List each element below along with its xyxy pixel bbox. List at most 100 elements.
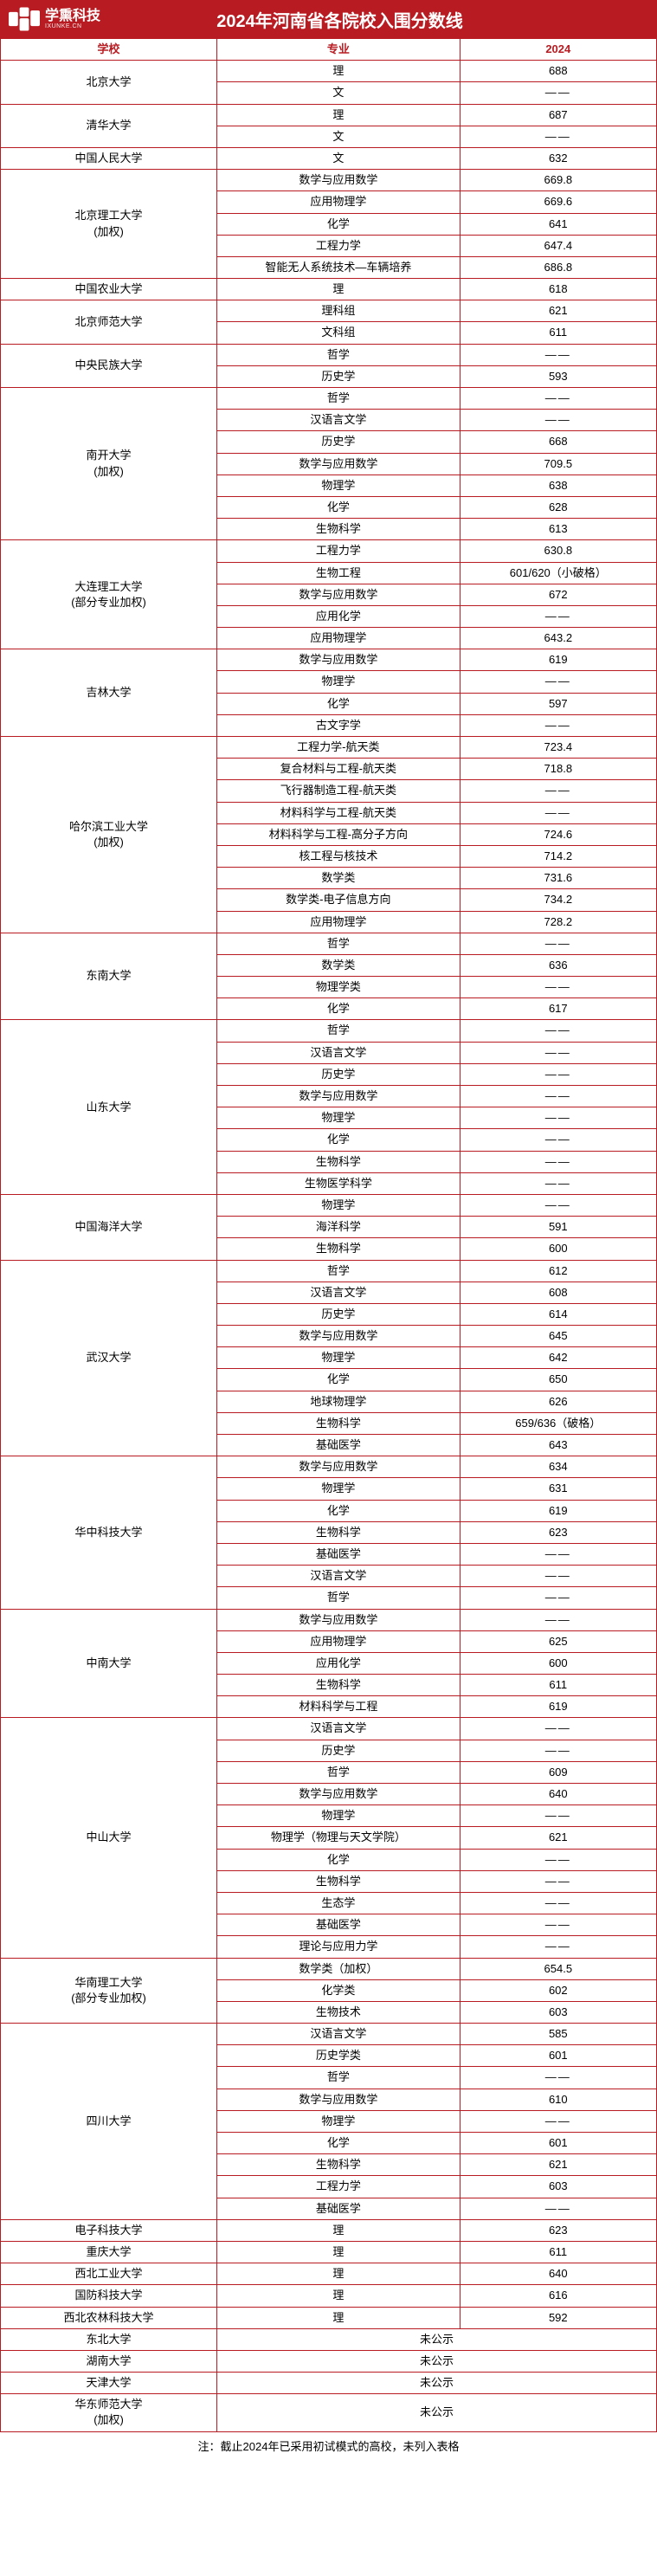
- major-cell: 数学与应用数学: [217, 1326, 460, 1347]
- major-cell: 古文字学: [217, 714, 460, 736]
- table-row: 中山大学汉语言文学——: [1, 1718, 657, 1740]
- score-cell: 731.6: [460, 868, 656, 889]
- major-cell: 应用物理学: [217, 1630, 460, 1652]
- score-cell: 621: [460, 2154, 656, 2176]
- score-cell: 616: [460, 2285, 656, 2307]
- school-cell: 吉林大学: [1, 649, 217, 737]
- table-row: 重庆大学理611: [1, 2241, 657, 2263]
- score-cell: 640: [460, 1784, 656, 1805]
- score-cell: 619: [460, 1696, 656, 1718]
- major-cell: 物理学: [217, 1107, 460, 1129]
- score-cell: 592: [460, 2307, 656, 2328]
- score-cell: ——: [460, 1129, 656, 1151]
- major-cell: 数学与应用数学: [217, 1784, 460, 1805]
- table-row: 南开大学(加权)哲学——: [1, 388, 657, 410]
- score-cell: ——: [460, 1718, 656, 1740]
- major-cell: 工程力学: [217, 235, 460, 256]
- score-cell: 610: [460, 2089, 656, 2110]
- score-cell: 634: [460, 1456, 656, 1478]
- major-cell: 哲学: [217, 1587, 460, 1609]
- score-cell: 669.8: [460, 170, 656, 191]
- score-cell: ——: [460, 714, 656, 736]
- score-cell: 650: [460, 1369, 656, 1391]
- score-cell: 643.2: [460, 628, 656, 649]
- score-cell: 614: [460, 1303, 656, 1325]
- score-cell: ——: [460, 1805, 656, 1827]
- major-cell: 生物科学: [217, 1870, 460, 1892]
- school-cell: 华东师范大学(加权): [1, 2394, 217, 2431]
- major-cell: 物理学: [217, 1478, 460, 1500]
- table-row: 华南理工大学(部分专业加权)数学类（加权）654.5: [1, 1958, 657, 1979]
- major-cell: 化学: [217, 496, 460, 518]
- score-cell: 714.2: [460, 845, 656, 867]
- major-cell: 化学: [217, 1129, 460, 1151]
- table-row: 北京师范大学理科组621: [1, 300, 657, 322]
- brand-logo: 学熏科技 IXUNKE.CN: [9, 7, 100, 31]
- major-cell: 复合材料与工程-航天类: [217, 759, 460, 780]
- score-cell: 626: [460, 1391, 656, 1412]
- score-cell: ——: [460, 671, 656, 693]
- brand-icon: [9, 7, 40, 31]
- major-cell: 化学: [217, 1500, 460, 1521]
- score-cell: 728.2: [460, 911, 656, 933]
- major-cell: 化学: [217, 998, 460, 1020]
- score-cell: 654.5: [460, 1958, 656, 1979]
- score-cell: 600: [460, 1238, 656, 1260]
- table-row: 吉林大学数学与应用数学619: [1, 649, 657, 671]
- major-cell: 化学类: [217, 1979, 460, 2001]
- score-cell: 611: [460, 1675, 656, 1696]
- table-row: 清华大学理687: [1, 104, 657, 126]
- score-cell: ——: [460, 1107, 656, 1129]
- school-cell: 东南大学: [1, 933, 217, 1020]
- major-cell: 物理学（物理与天文学院）: [217, 1827, 460, 1849]
- score-cell: ——: [460, 977, 656, 998]
- school-cell: 电子科技大学: [1, 2219, 217, 2241]
- table-row: 北京理工大学(加权)数学与应用数学669.8: [1, 170, 657, 191]
- school-cell: 国防科技大学: [1, 2285, 217, 2307]
- score-cell: 601: [460, 2133, 656, 2154]
- major-cell: 生物科学: [217, 2154, 460, 2176]
- score-cell: ——: [460, 1566, 656, 1587]
- major-cell: 材料科学与工程-航天类: [217, 802, 460, 823]
- score-cell: ——: [460, 1740, 656, 1761]
- score-cell: 718.8: [460, 759, 656, 780]
- major-cell: 历史学: [217, 1063, 460, 1085]
- major-cell: 数学与应用数学: [217, 649, 460, 671]
- score-cell: ——: [460, 1870, 656, 1892]
- score-cell: ——: [460, 1172, 656, 1194]
- score-cell: 611: [460, 2241, 656, 2263]
- major-cell: 理: [217, 2307, 460, 2328]
- score-cell: 609: [460, 1761, 656, 1783]
- school-cell: 南开大学(加权): [1, 388, 217, 540]
- school-cell: 中国人民大学: [1, 147, 217, 169]
- major-score-merged-cell: 未公示: [217, 2328, 657, 2350]
- major-cell: 应用化学: [217, 605, 460, 627]
- major-score-merged-cell: 未公示: [217, 2350, 657, 2372]
- table-row: 四川大学汉语言文学585: [1, 2024, 657, 2045]
- major-cell: 汉语言文学: [217, 1566, 460, 1587]
- major-cell: 理: [217, 61, 460, 82]
- score-cell: ——: [460, 1151, 656, 1172]
- score-cell: 601/620（小破格）: [460, 562, 656, 584]
- major-cell: 生物科学: [217, 1675, 460, 1696]
- major-cell: 化学: [217, 1849, 460, 1870]
- score-cell: ——: [460, 780, 656, 802]
- header-bar: 学熏科技 IXUNKE.CN 2024年河南省各院校入围分数线: [0, 0, 657, 38]
- table-row: 哈尔滨工业大学(加权)工程力学-航天类723.4: [1, 737, 657, 759]
- score-cell: ——: [460, 1609, 656, 1630]
- major-cell: 数学类: [217, 868, 460, 889]
- score-cell: 625: [460, 1630, 656, 1652]
- major-cell: 应用化学: [217, 1652, 460, 1674]
- score-cell: 611: [460, 322, 656, 344]
- score-cell: 636: [460, 954, 656, 976]
- score-cell: 603: [460, 2001, 656, 2023]
- major-cell: 物理学: [217, 1805, 460, 1827]
- school-cell: 清华大学: [1, 104, 217, 147]
- major-cell: 生物科学: [217, 1521, 460, 1543]
- score-cell: ——: [460, 605, 656, 627]
- major-cell: 哲学: [217, 344, 460, 365]
- score-cell: 603: [460, 2176, 656, 2198]
- score-cell: ——: [460, 1936, 656, 1958]
- major-cell: 数学与应用数学: [217, 2089, 460, 2110]
- major-cell: 物理学: [217, 1194, 460, 1216]
